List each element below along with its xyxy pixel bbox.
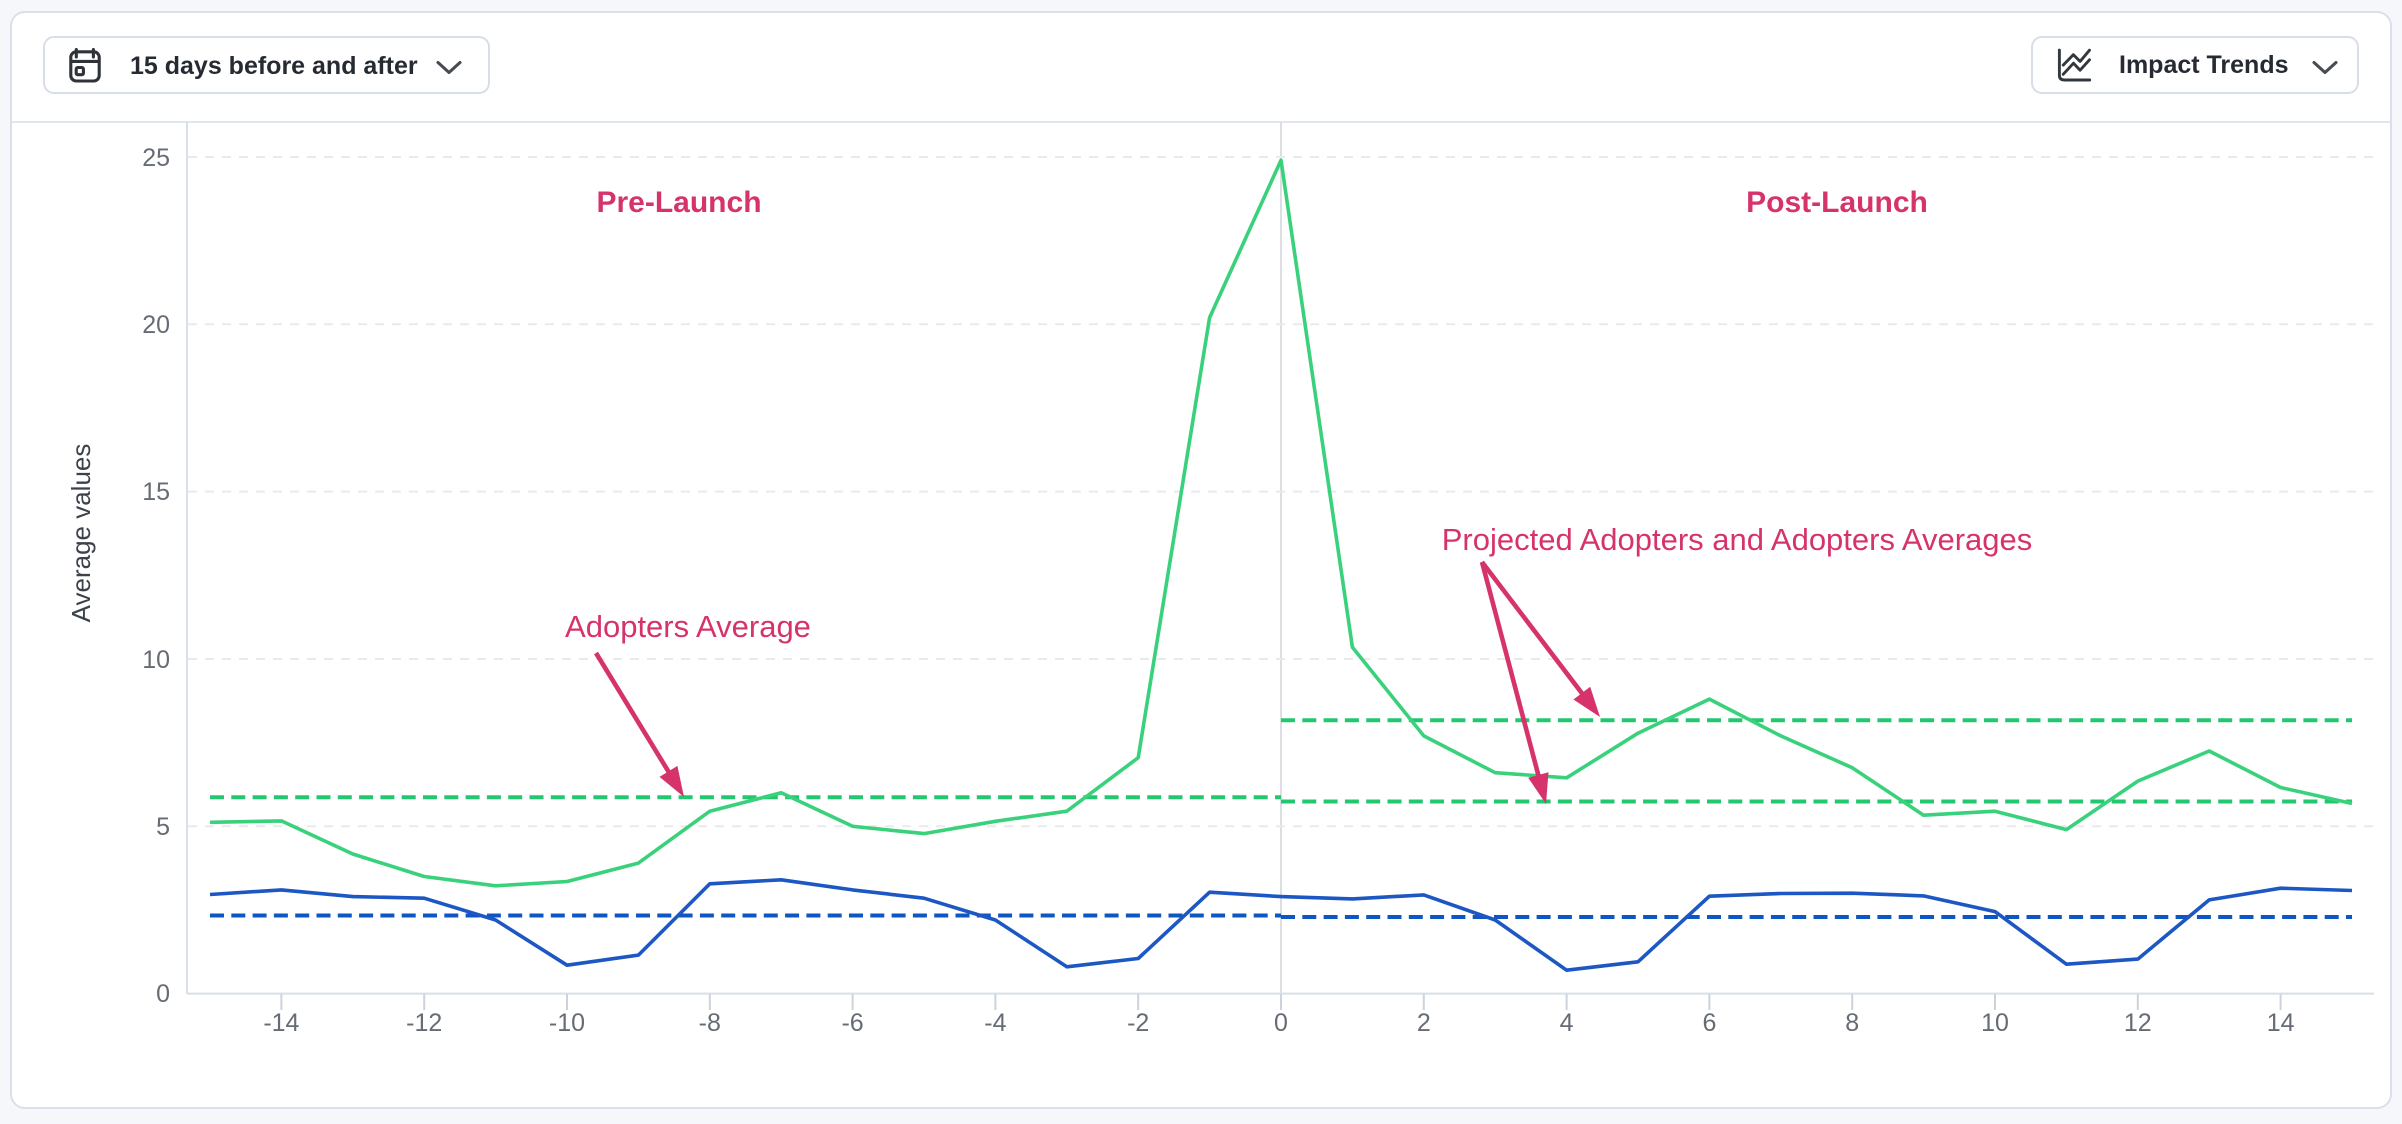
svg-text:14: 14 — [2267, 1009, 2295, 1037]
svg-text:-14: -14 — [263, 1009, 299, 1037]
svg-text:-4: -4 — [984, 1009, 1006, 1037]
svg-text:12: 12 — [2124, 1009, 2152, 1037]
svg-text:15: 15 — [142, 478, 170, 506]
svg-text:10: 10 — [1981, 1009, 2009, 1037]
svg-text:Pre-Launch: Pre-Launch — [596, 186, 761, 219]
svg-text:5: 5 — [156, 813, 170, 841]
svg-text:-12: -12 — [406, 1009, 442, 1037]
svg-text:2: 2 — [1417, 1009, 1431, 1037]
svg-text:15 days before and after: 15 days before and after — [130, 52, 418, 80]
svg-text:-10: -10 — [549, 1009, 585, 1037]
svg-text:Projected Adopters and Adopter: Projected Adopters and Adopters Averages — [1442, 522, 2033, 557]
svg-text:25: 25 — [142, 144, 170, 172]
svg-text:20: 20 — [142, 311, 170, 339]
svg-text:Average values: Average values — [66, 444, 96, 623]
svg-text:Impact Trends: Impact Trends — [2119, 51, 2289, 79]
svg-text:6: 6 — [1702, 1009, 1716, 1037]
svg-text:-2: -2 — [1127, 1009, 1149, 1037]
svg-text:0: 0 — [1274, 1009, 1288, 1037]
svg-text:-8: -8 — [699, 1009, 721, 1037]
svg-text:-6: -6 — [841, 1009, 863, 1037]
svg-text:4: 4 — [1560, 1009, 1574, 1037]
svg-text:Post-Launch: Post-Launch — [1746, 186, 1928, 219]
svg-text:Adopters Average: Adopters Average — [565, 609, 811, 644]
svg-text:0: 0 — [156, 980, 170, 1008]
svg-text:10: 10 — [142, 646, 170, 674]
svg-text:8: 8 — [1845, 1009, 1859, 1037]
